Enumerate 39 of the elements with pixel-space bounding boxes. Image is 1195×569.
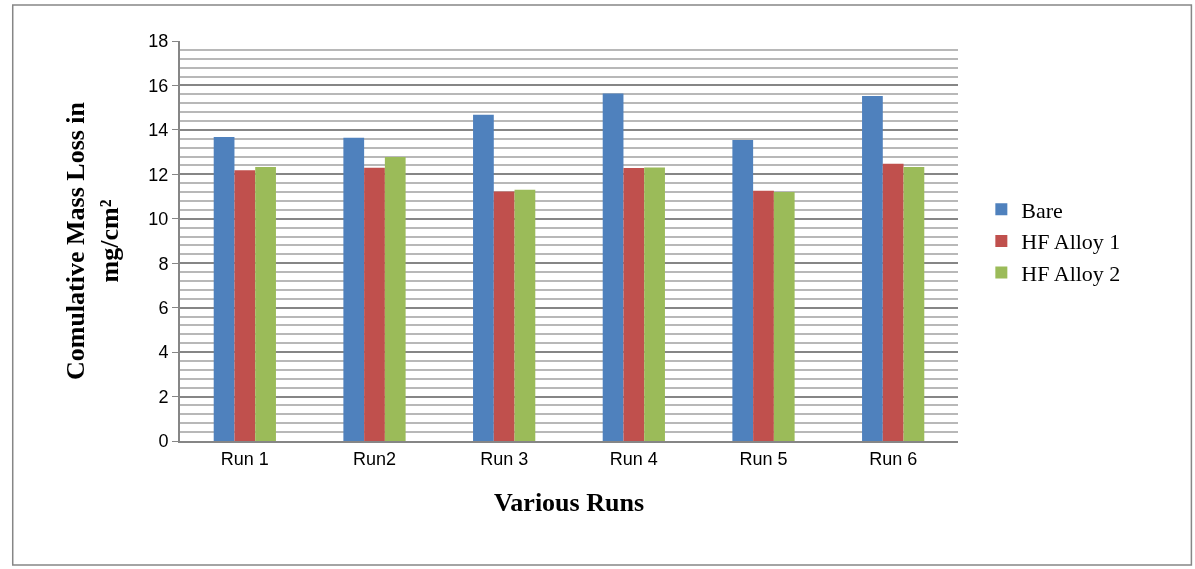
y-tick-label: 8 (158, 253, 169, 274)
bar (514, 189, 536, 441)
bar (493, 191, 515, 441)
bar (732, 140, 754, 441)
x-tick-label: Run 5 (739, 448, 788, 469)
bar (903, 167, 925, 441)
bar (623, 168, 645, 441)
bar (644, 167, 665, 441)
bar (882, 163, 904, 441)
y-tick-label: 2 (158, 386, 169, 407)
legend-label: HF Alloy 1 (1021, 229, 1121, 255)
y-tick-label: 14 (148, 120, 169, 141)
x-axis-title: Various Runs (493, 487, 645, 517)
bar (384, 157, 406, 441)
x-tick-label: Run2 (352, 448, 397, 469)
y-tick-label: 18 (148, 31, 169, 52)
bar (753, 190, 774, 441)
x-tick-label: Run 3 (480, 448, 529, 469)
y-axis-title: Comulative Mass Loss in mg/cm² (61, 101, 125, 381)
y-tick-label: 0 (158, 431, 169, 452)
x-tick-label: Run 4 (609, 448, 658, 469)
bar (343, 137, 365, 441)
y-tick-label: 4 (158, 342, 169, 363)
bar (213, 137, 235, 441)
y-tick-label: 12 (148, 164, 169, 185)
bar (773, 192, 795, 441)
bar (364, 167, 385, 441)
bar (602, 93, 624, 441)
bar (255, 167, 276, 441)
y-tick-label: 16 (148, 75, 169, 96)
x-tick-label: Run 6 (869, 448, 918, 469)
legend-label: HF Alloy 2 (1021, 261, 1121, 287)
legend-label: Bare (1021, 197, 1063, 223)
bar (473, 114, 494, 441)
y-tick-label: 6 (158, 297, 169, 318)
y-tick-label: 10 (148, 209, 169, 230)
x-tick-label: Run 1 (220, 448, 269, 469)
bar (862, 96, 883, 441)
bar (234, 170, 256, 441)
